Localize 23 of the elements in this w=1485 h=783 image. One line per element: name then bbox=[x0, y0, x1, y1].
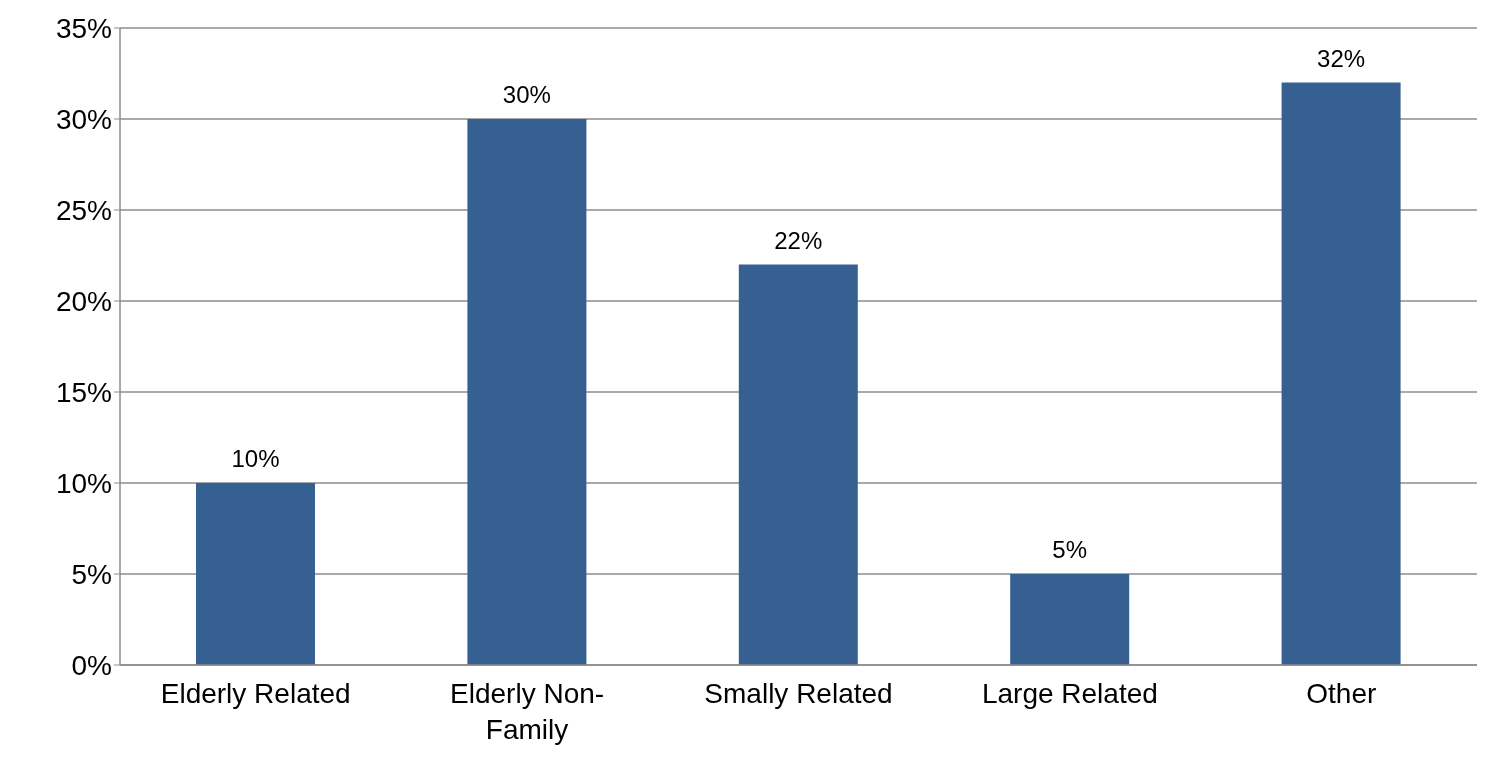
y-tick-label: 15% bbox=[55, 376, 112, 408]
y-tick-label: 20% bbox=[55, 285, 112, 317]
data-label: 10% bbox=[231, 445, 280, 472]
x-tick-label: Elderly Related bbox=[160, 678, 351, 709]
bar bbox=[467, 119, 587, 665]
x-tick-label: Other bbox=[1306, 678, 1377, 709]
y-tick-label: 10% bbox=[55, 467, 112, 499]
data-label: 5% bbox=[1052, 536, 1088, 563]
bar bbox=[1010, 574, 1130, 665]
x-tick-label: Large Related bbox=[981, 678, 1158, 709]
x-tick-label: Elderly Non-Family bbox=[450, 678, 605, 745]
bar bbox=[195, 483, 315, 665]
y-tick-label: 35% bbox=[55, 12, 112, 44]
bar bbox=[738, 264, 858, 665]
y-tick-label: 30% bbox=[55, 103, 112, 135]
bar bbox=[1281, 82, 1401, 665]
data-label: 32% bbox=[1317, 44, 1366, 72]
y-tick-label: 25% bbox=[55, 194, 112, 226]
y-tick-label: 0% bbox=[71, 649, 112, 681]
data-label: 22% bbox=[774, 226, 823, 254]
data-label: 30% bbox=[502, 81, 551, 108]
x-tick-label: Smally Related bbox=[704, 678, 893, 709]
y-tick-label: 5% bbox=[71, 558, 112, 590]
